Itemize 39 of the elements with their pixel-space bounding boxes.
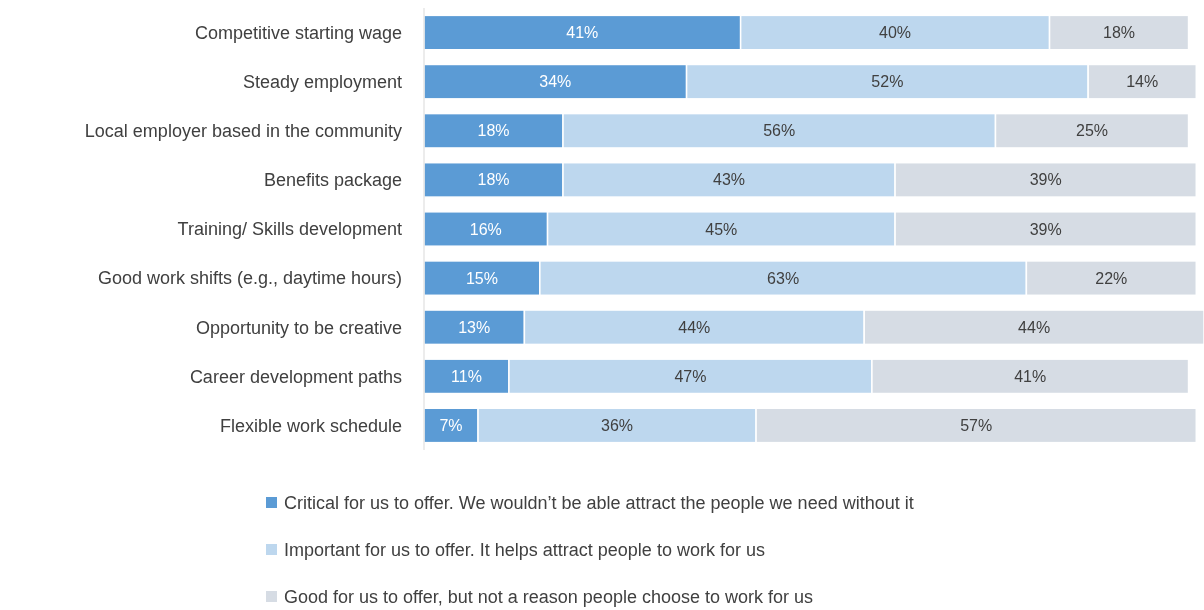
data-label: 52% <box>871 73 904 91</box>
data-label: 41% <box>1014 367 1047 385</box>
data-label: 18% <box>1103 24 1136 42</box>
data-label: 13% <box>458 318 491 336</box>
data-label: 36% <box>601 417 634 435</box>
legend-label: Important for us to offer. It helps attract people to work for us <box>284 540 765 561</box>
data-label: 45% <box>705 220 738 238</box>
legend-label: Critical for us to offer. We wouldn’t be able attract the people we need without it <box>284 493 914 514</box>
y-tick-label: Career development paths <box>189 366 402 387</box>
data-label: 34% <box>539 73 572 91</box>
legend-label: Good for us to offer, but not a reason people choose to work for us <box>284 587 813 608</box>
data-label: 16% <box>469 220 502 238</box>
y-tick-label: Competitive starting wage <box>194 22 402 43</box>
data-label: 14% <box>1126 73 1159 91</box>
data-label: 56% <box>763 122 796 140</box>
data-label: 44% <box>678 318 711 336</box>
data-label: 25% <box>1076 122 1109 140</box>
y-tick-label: Good work shifts (e.g., daytime hours) <box>97 268 402 289</box>
data-label: 47% <box>674 367 707 385</box>
y-tick-label: Training/ Skills development <box>177 219 402 240</box>
data-label: 15% <box>465 269 498 287</box>
y-tick-label: Opportunity to be creative <box>195 317 402 338</box>
data-label: 40% <box>879 24 912 42</box>
data-label: 57% <box>960 417 993 435</box>
data-label: 22% <box>1095 269 1128 287</box>
data-label: 41% <box>566 24 599 42</box>
data-label: 44% <box>1018 318 1051 336</box>
data-label: 43% <box>713 171 746 189</box>
data-label: 39% <box>1029 220 1062 238</box>
y-tick-label: Steady employment <box>242 71 402 92</box>
data-label: 7% <box>439 417 463 435</box>
y-tick-label: Benefits package <box>263 170 402 191</box>
data-label: 63% <box>767 269 800 287</box>
y-tick-label: Flexible work schedule <box>219 415 402 436</box>
data-label: 39% <box>1029 171 1062 189</box>
data-label: 18% <box>477 171 510 189</box>
data-label: 18% <box>477 122 510 140</box>
data-label: 11% <box>451 367 482 385</box>
y-tick-label: Local employer based in the community <box>84 121 402 142</box>
